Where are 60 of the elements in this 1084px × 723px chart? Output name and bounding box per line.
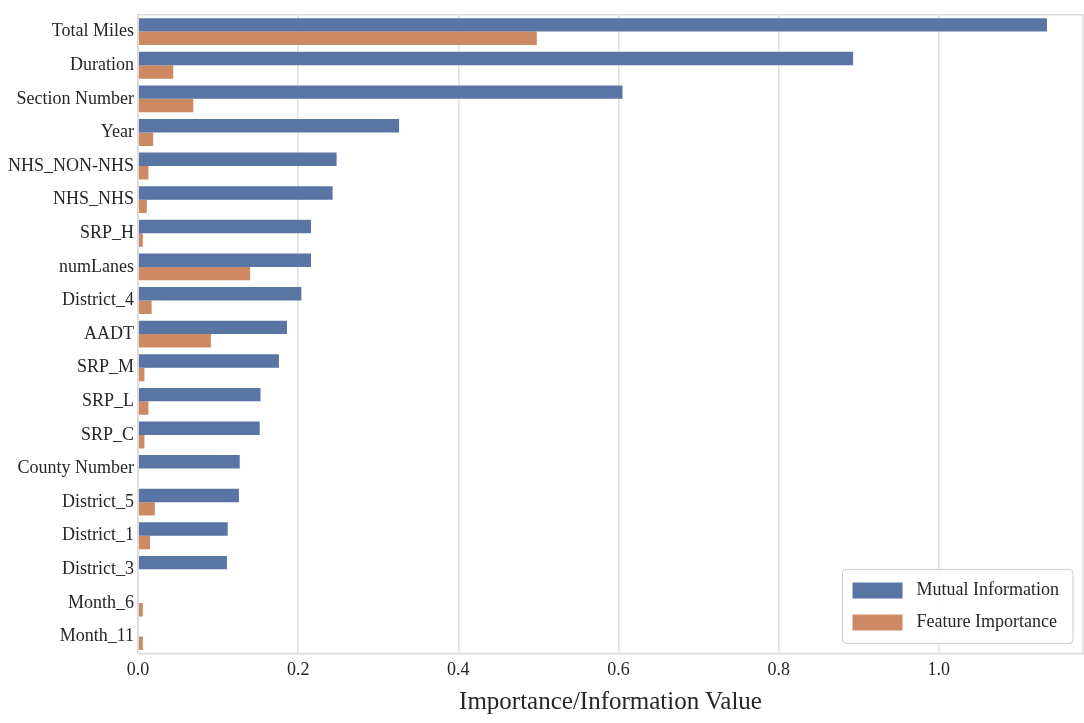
bar [138, 118, 400, 133]
legend-label: Mutual Information [916, 579, 1060, 600]
y-tick-label: District_4 [62, 289, 135, 310]
y-tick-label: Section Number [16, 87, 135, 108]
y-tick-label: District_1 [62, 524, 135, 545]
y-tick-label: SRP_H [79, 222, 135, 242]
bar [138, 31, 537, 46]
bar [138, 522, 228, 536]
y-tick-label: Duration [70, 53, 135, 74]
bar [138, 535, 151, 550]
bar [138, 320, 287, 335]
x-tick-label: 0.6 [607, 658, 630, 679]
bar [138, 65, 174, 79]
bar [138, 287, 302, 301]
legend-label: Feature Importance [916, 611, 1057, 632]
bar [138, 233, 143, 247]
x-tick-label: 0.4 [447, 658, 470, 679]
x-tick-label: 0.2 [286, 658, 310, 679]
bar [138, 602, 143, 617]
y-tick-label: Month_11 [59, 625, 135, 646]
bar [138, 300, 152, 314]
bar [138, 186, 333, 200]
bar [138, 253, 311, 267]
y-tick-label: numLanes [59, 255, 135, 276]
bar [138, 51, 854, 66]
y-tick-label: District_5 [62, 490, 135, 511]
x-tick-label: 1.0 [927, 658, 951, 679]
x-axis-title: Importance/Information Value [459, 686, 762, 714]
y-tick-label: Month_6 [67, 591, 135, 612]
bar [138, 266, 251, 281]
bar [138, 98, 194, 113]
y-tick-label: NHS_NON-NHS [7, 154, 135, 175]
bar [138, 455, 240, 469]
bar [138, 334, 211, 348]
x-tick-label: 0.8 [767, 658, 790, 679]
y-tick-label: District_3 [62, 558, 135, 579]
y-tick-label: County Number [17, 457, 135, 478]
y-tick-label: NHS_NHS [52, 188, 135, 209]
y-tick-label: Total Miles [51, 20, 135, 41]
bar [138, 152, 337, 167]
bar [138, 85, 623, 99]
bar [138, 555, 227, 570]
bar [138, 502, 155, 516]
bar [138, 199, 147, 214]
bar [138, 166, 149, 180]
bar [138, 219, 311, 234]
bar [138, 354, 279, 368]
bar [138, 387, 261, 402]
y-tick-label: Year [100, 121, 135, 142]
bar [138, 421, 260, 435]
x-tick-label: 0.0 [126, 658, 150, 679]
bar [138, 132, 154, 146]
bar [138, 488, 239, 503]
bar [138, 401, 149, 415]
y-tick-label: SRP_M [76, 356, 135, 377]
y-tick-label: SRP_C [80, 423, 135, 444]
bar [138, 636, 143, 651]
y-tick-label: AADT [84, 322, 135, 343]
bar [138, 18, 1047, 32]
y-tick-label: SRP_L [81, 390, 135, 411]
